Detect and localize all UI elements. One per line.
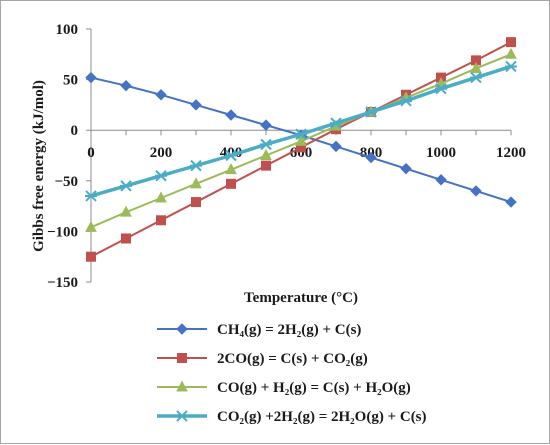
data-point: [120, 79, 132, 92]
data-point: [295, 128, 307, 140]
data-point: [365, 151, 377, 164]
series-4: [85, 60, 517, 202]
x-tick-label: 600: [290, 145, 313, 161]
legend-label: CO(g) + H₂(g) = C(s) + H₂O(g): [217, 380, 411, 396]
data-point: [261, 160, 271, 171]
y-tick-label: −50: [54, 174, 78, 190]
data-point: [505, 196, 517, 208]
series-3: [85, 47, 517, 232]
data-point: [120, 180, 132, 192]
data-point: [506, 37, 516, 48]
y-tick-label: 100: [56, 22, 79, 38]
legend: CH₄(g) = 2H₂(g) + C(s) 2CO(g) = C(s) + CO…: [157, 322, 427, 425]
data-point: [191, 197, 201, 208]
x-tick-label: 1000: [426, 145, 456, 161]
data-point: [120, 205, 132, 217]
data-point: [400, 162, 412, 175]
y-tick-label: −100: [47, 224, 78, 240]
legend-label: CO₂(g) +2H₂(g) = 2H₂O(g) + C(s): [217, 409, 427, 425]
data-point: [505, 47, 517, 59]
data-point: [155, 89, 167, 101]
data-point: [330, 140, 342, 153]
axes: −150−100−50050100020040060080010001200: [47, 22, 526, 291]
data-point: [85, 190, 97, 202]
x-tick-label: 200: [150, 145, 173, 161]
data-point: [85, 220, 97, 232]
data-point: [470, 71, 482, 84]
legend-label: CH₄(g) = 2H₂(g) + C(s): [217, 322, 361, 338]
data-point: [260, 148, 272, 160]
data-point: [85, 71, 97, 84]
data-point: [225, 163, 237, 175]
legend-marker: [176, 323, 188, 335]
data-point: [470, 185, 482, 197]
x-tick-label: 1200: [496, 145, 526, 161]
series-layer: [85, 37, 517, 262]
legend-item: CO(g) + H₂(g) = C(s) + H₂O(g): [157, 380, 411, 396]
data-point: [156, 215, 166, 226]
data-point: [155, 191, 167, 203]
data-point: [400, 95, 412, 107]
legend-label: 2CO(g) = C(s) + CO₂(g): [217, 351, 368, 367]
y-axis-title: Gibbs free energy (kJ/mol): [31, 80, 47, 252]
data-point: [505, 60, 517, 73]
y-tick-label: 0: [71, 123, 79, 139]
data-point: [365, 106, 377, 118]
legend-item: CO₂(g) +2H₂(g) = 2H₂O(g) + C(s): [157, 409, 427, 425]
data-point: [190, 159, 202, 172]
legend-item: CH₄(g) = 2H₂(g) + C(s): [157, 322, 361, 338]
legend-marker: [177, 353, 187, 363]
data-point: [260, 119, 272, 131]
data-point: [225, 149, 237, 162]
legend-item: 2CO(g) = C(s) + CO₂(g): [157, 351, 368, 367]
data-point: [260, 138, 272, 151]
data-point: [86, 251, 96, 262]
data-point: [155, 170, 167, 182]
legend-marker: [176, 380, 188, 392]
x-tick-label: 0: [87, 145, 95, 161]
data-point: [121, 233, 131, 244]
data-point: [435, 174, 447, 186]
x-axis-title: Temperature (°C): [244, 290, 358, 306]
data-point: [225, 109, 237, 121]
legend-marker: [176, 410, 188, 422]
data-point: [330, 117, 342, 129]
data-point: [295, 134, 307, 146]
data-point: [470, 61, 482, 73]
y-tick-label: −150: [47, 275, 78, 291]
data-point: [435, 83, 447, 95]
data-point: [226, 178, 236, 189]
data-point: [190, 99, 202, 111]
y-tick-label: 50: [63, 73, 78, 89]
data-point: [190, 177, 202, 189]
